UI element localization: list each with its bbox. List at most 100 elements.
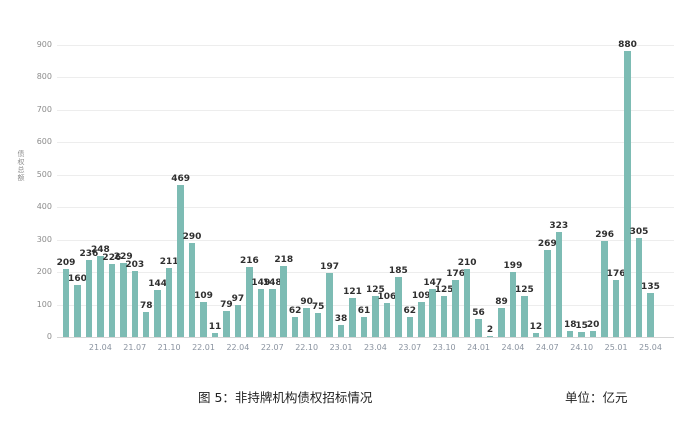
bar-21.12 <box>188 242 196 337</box>
y-tick-label: 100 <box>36 299 52 309</box>
bar-value-label: 209 <box>56 258 76 269</box>
bar-value-label: 106 <box>377 291 397 302</box>
bar-23.09 <box>429 289 436 337</box>
bar-value-label: 125 <box>366 285 385 296</box>
bar-value-label: 149 <box>251 277 271 288</box>
bar-22.06 <box>257 288 265 337</box>
unit-label: 单位：亿元 <box>565 390 628 405</box>
gridline-400 <box>57 207 674 208</box>
bar-value-label: 125 <box>434 285 454 296</box>
bar-21.08 <box>142 311 150 337</box>
bar-value-label: 18 <box>563 320 577 331</box>
bar-value-label: 880 <box>618 40 637 50</box>
x-tick-label: 23.01 <box>329 343 353 352</box>
bar-value-label: 323 <box>549 221 569 232</box>
bar-value-label: 203 <box>125 260 145 271</box>
bar-value-label: 176 <box>446 268 466 279</box>
bar-value-label: 15 <box>575 321 588 332</box>
bar-22.05 <box>246 266 253 337</box>
gridline-500 <box>57 174 674 176</box>
bar-24.09 <box>566 331 574 337</box>
bar-value-label: 248 <box>90 245 110 256</box>
bar-value-label: 97 <box>231 294 245 305</box>
bar-23.12 <box>463 268 471 337</box>
y-tick-label: 700 <box>36 104 52 114</box>
bar-21.02 <box>74 285 81 337</box>
bar-21.11 <box>177 184 184 337</box>
bar-24.12 <box>601 240 608 337</box>
y-tick-label: 800 <box>36 72 52 81</box>
y-tick-label: 0 <box>46 332 52 341</box>
bar-value-label: 144 <box>148 279 168 290</box>
bar-value-label: 38 <box>334 313 348 324</box>
bar-value-label: 296 <box>595 229 615 240</box>
bar-21.06 <box>120 262 127 337</box>
y-tick-label: 300 <box>36 234 52 244</box>
y-tick-label: 600 <box>36 137 52 146</box>
bar-value-label: 61 <box>357 306 371 317</box>
x-tick-label: 25.01 <box>604 343 628 352</box>
bar-value-label: 79 <box>220 300 233 311</box>
bar-22.04 <box>234 305 242 337</box>
bar-23.08 <box>418 301 425 337</box>
bar-value-label: 147 <box>423 278 443 289</box>
bar-value-label: 90 <box>300 296 313 307</box>
bar-24.07 <box>544 249 551 337</box>
bar-value-label: 109 <box>411 290 431 301</box>
x-tick-label: 23.04 <box>363 343 387 352</box>
bar-22.03 <box>223 311 230 337</box>
bar-value-label: 20 <box>586 319 600 330</box>
bar-value-label: 176 <box>606 268 626 279</box>
bar-24.08 <box>555 232 563 337</box>
bar-value-label: 89 <box>495 297 508 308</box>
bar-25.04 <box>647 293 654 337</box>
gridline-600 <box>57 142 674 143</box>
bar-value-label: 229 <box>113 251 133 262</box>
bar-21.07 <box>131 271 138 337</box>
bar-21.09 <box>154 290 161 337</box>
gridline-800 <box>57 77 674 78</box>
bar-24.05 <box>521 296 528 337</box>
x-tick-label: 22.01 <box>192 343 215 352</box>
bar-24.02 <box>486 336 494 337</box>
bar-21.10 <box>165 268 173 337</box>
bar-25.03 <box>635 237 643 337</box>
gridline-700 <box>57 109 674 111</box>
bar-value-label: 2 <box>486 325 494 336</box>
bar-22.02 <box>211 333 219 337</box>
bar-23.03 <box>360 317 368 337</box>
figure-caption: 图 5：非持牌机构债权招标情况 <box>198 390 373 405</box>
gridline-200 <box>57 272 674 273</box>
x-tick-label: 21.10 <box>157 343 181 352</box>
bar-24.01 <box>475 318 482 337</box>
bar-24.03 <box>498 308 505 337</box>
bar-23.10 <box>440 296 448 337</box>
bar-23.01 <box>337 324 345 337</box>
bar-value-label: 62 <box>403 305 417 316</box>
bar-value-label: 269 <box>537 238 557 249</box>
bar-24.10 <box>578 332 585 337</box>
bar-value-label: 210 <box>457 257 477 268</box>
bar-22.08 <box>280 266 287 337</box>
gridline-900 <box>57 44 674 46</box>
bar-value-label: 226 <box>102 252 122 263</box>
bar-23.06 <box>395 276 402 337</box>
bar-value-label: 148 <box>262 277 282 288</box>
bar-value-label: 75 <box>311 301 325 312</box>
x-tick-label: 24.10 <box>570 343 594 352</box>
x-tick-label: 21.04 <box>88 343 112 352</box>
bar-23.11 <box>452 279 459 337</box>
x-tick-label: 23.10 <box>432 343 456 352</box>
bar-value-label: 199 <box>503 261 523 272</box>
bar-value-label: 121 <box>343 286 362 297</box>
bar-value-label: 197 <box>320 261 339 272</box>
bar-25.01 <box>612 279 620 337</box>
bar-value-label: 160 <box>68 274 87 284</box>
bar-22.10 <box>303 307 310 337</box>
x-axis-line <box>57 337 674 338</box>
x-tick-label: 22.10 <box>295 343 319 352</box>
x-tick-label: 21.07 <box>123 343 147 352</box>
gridline-100 <box>57 304 674 306</box>
bar-21.04 <box>97 256 104 337</box>
